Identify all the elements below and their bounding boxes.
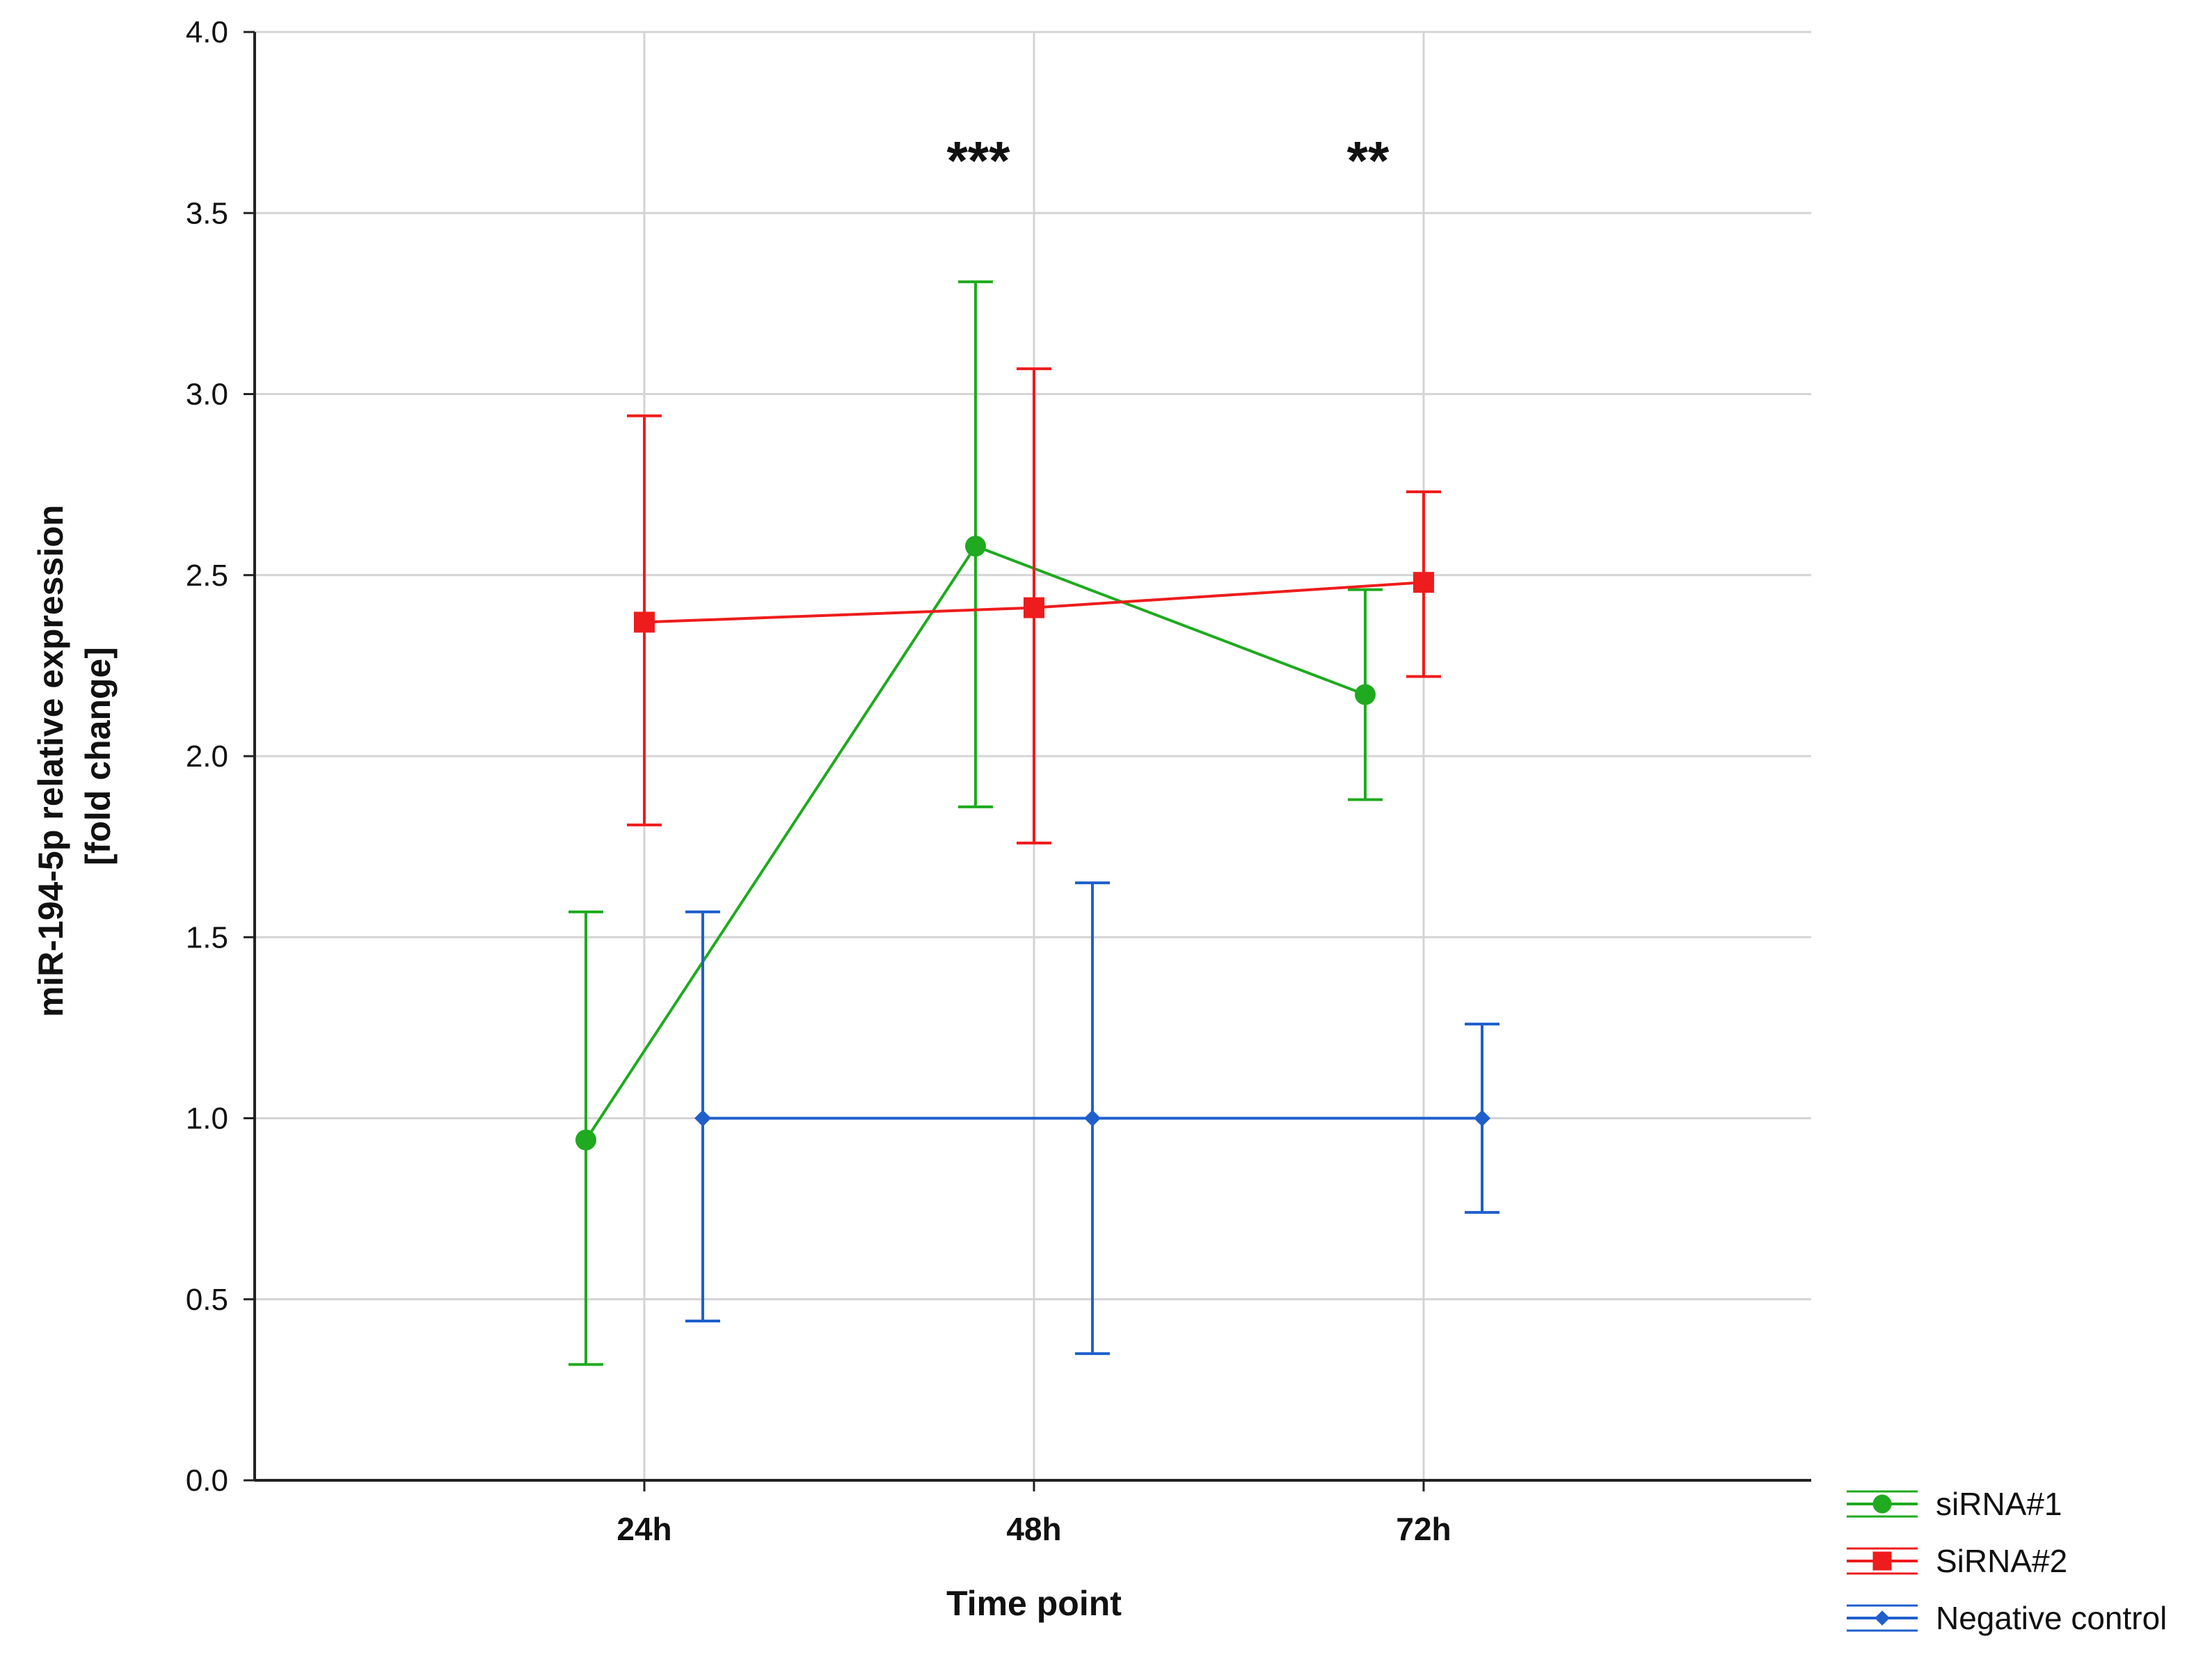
x-tick-label: 24h bbox=[616, 1511, 671, 1547]
y-tick-label: 0.0 bbox=[186, 1464, 228, 1498]
significance-label: ** bbox=[1347, 130, 1390, 191]
data-point bbox=[965, 536, 986, 557]
y-tick-label: 1.0 bbox=[186, 1102, 228, 1136]
legend: siRNA#1 SiRNA#2 Negative control bbox=[1847, 1486, 2167, 1636]
data-point bbox=[1024, 597, 1044, 618]
legend-marker bbox=[1872, 1551, 1892, 1571]
series-group bbox=[568, 280, 1499, 1366]
y-tick-label: 2.5 bbox=[186, 559, 228, 593]
data-point bbox=[1474, 1110, 1490, 1127]
legend-marker bbox=[1872, 1494, 1892, 1514]
x-tick-label: 48h bbox=[1006, 1511, 1061, 1547]
y-tick-label: 2.0 bbox=[186, 739, 228, 774]
data-point bbox=[1084, 1110, 1101, 1127]
y-axis-title-line-2: [fold change] bbox=[79, 647, 118, 865]
legend-label: siRNA#1 bbox=[1936, 1486, 2062, 1522]
x-axis-title: Time point bbox=[946, 1584, 1122, 1623]
data-point bbox=[634, 611, 655, 633]
series-1 bbox=[568, 280, 1383, 1366]
legend-label: SiRNA#2 bbox=[1936, 1543, 2067, 1579]
x-ticks: 24h 48h 72h bbox=[616, 1480, 1451, 1547]
x-tick-label: 72h bbox=[1396, 1511, 1451, 1547]
y-tick-label: 3.5 bbox=[186, 196, 228, 230]
data-point bbox=[575, 1129, 596, 1151]
significance-label: *** bbox=[946, 130, 1010, 191]
legend-marker bbox=[1875, 1610, 1890, 1626]
legend-item: SiRNA#2 bbox=[1847, 1543, 2067, 1579]
annotations: *** ** bbox=[946, 130, 1390, 191]
legend-item: siRNA#1 bbox=[1847, 1486, 2062, 1522]
data-point bbox=[1355, 684, 1376, 705]
y-axis-title: miR-194-5p relative expression [fold cha… bbox=[31, 495, 118, 1017]
y-tick-label: 3.0 bbox=[186, 378, 228, 412]
series-2 bbox=[627, 367, 1441, 844]
y-axis-title-line-1: miR-194-5p relative expression bbox=[31, 505, 70, 1017]
y-ticks: 0.0 0.5 1.0 1.5 2.0 2.5 3.0 3.5 4.0 bbox=[186, 15, 255, 1498]
data-point bbox=[1413, 572, 1434, 593]
y-tick-label: 4.0 bbox=[186, 15, 228, 49]
series-3 bbox=[685, 881, 1499, 1355]
data-point bbox=[694, 1110, 711, 1127]
legend-label: Negative control bbox=[1936, 1600, 2167, 1636]
legend-item: Negative control bbox=[1847, 1600, 2167, 1636]
y-tick-label: 0.5 bbox=[186, 1283, 228, 1317]
y-tick-label: 1.5 bbox=[186, 920, 228, 954]
